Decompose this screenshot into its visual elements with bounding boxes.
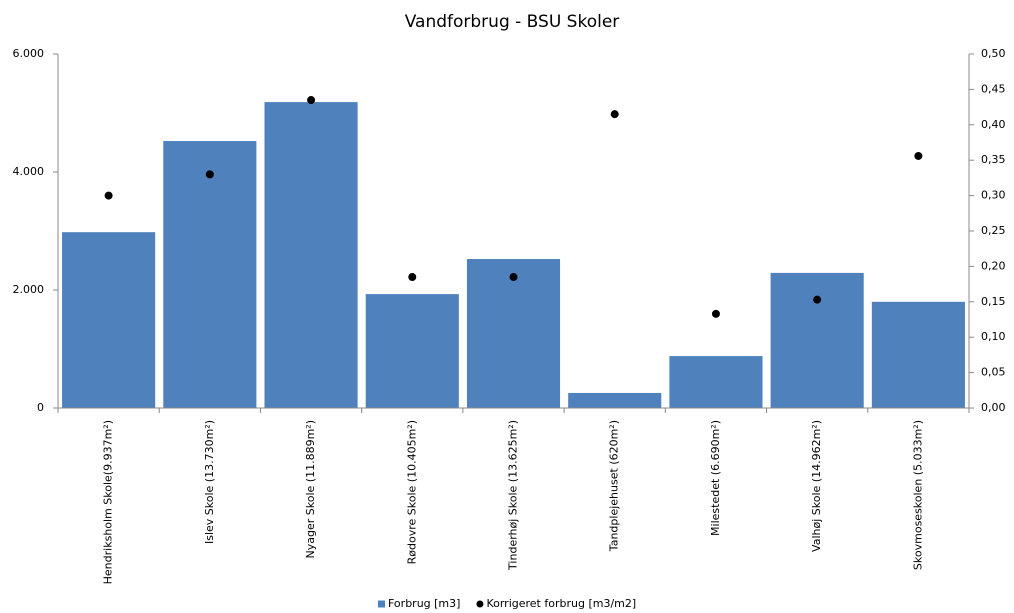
dot xyxy=(408,273,417,282)
y-tick-label: 4.000 xyxy=(13,165,45,178)
x-tick-label: Rødovre Skole (10.405m²) xyxy=(405,420,418,564)
bar xyxy=(365,294,459,408)
y2-tick-label: 0,30 xyxy=(981,189,1006,202)
x-tick-label: Valhøj Skole (14.962m²) xyxy=(810,420,823,552)
chart-title: Vandforbrug - BSU Skoler xyxy=(405,12,620,32)
x-tick-label: Tinderhøj Skole (13.625m²) xyxy=(507,420,520,571)
y2-tick-label: 0,10 xyxy=(981,330,1006,343)
dot xyxy=(711,309,720,318)
y2-tick-label: 0,50 xyxy=(981,47,1006,60)
x-tick-label: Milestedet (6.690m²) xyxy=(709,420,722,536)
dot xyxy=(509,273,518,282)
bar xyxy=(62,232,156,408)
y2-tick-label: 0,25 xyxy=(981,224,1006,237)
x-tick-label: Skovmoseskolen (5.033m²) xyxy=(911,420,924,570)
x-tick-label: Hendriksholm Skole(9.937m²) xyxy=(102,420,115,584)
y2-tick-label: 0,05 xyxy=(981,366,1006,379)
y2-tick-label: 0,40 xyxy=(981,118,1006,131)
y2-tick-label: 0,20 xyxy=(981,259,1006,272)
bar xyxy=(163,141,257,408)
dot xyxy=(307,96,316,105)
legend-label: Forbrug [m3] xyxy=(388,597,460,610)
x-tick-label: Islev Skole (13.730m²) xyxy=(203,420,216,544)
y2-tick-label: 0,00 xyxy=(981,401,1006,414)
dot xyxy=(813,295,822,304)
legend-swatch xyxy=(476,600,484,608)
bar xyxy=(466,259,561,408)
y2-tick-label: 0,15 xyxy=(981,295,1006,308)
bar xyxy=(264,102,358,409)
legend-label: Korrigeret forbrug [m3/m2] xyxy=(486,597,636,610)
y2-tick-label: 0,35 xyxy=(981,153,1006,166)
dot xyxy=(104,191,113,200)
dot xyxy=(610,110,619,119)
x-tick-label: Nyager Skole (11.889m²) xyxy=(304,420,317,558)
x-tick-label: Tandplejehuset (620m²) xyxy=(608,420,621,552)
y-tick-label: 0 xyxy=(37,401,44,414)
y-tick-label: 2.000 xyxy=(13,283,45,296)
legend-swatch xyxy=(378,600,385,608)
bar xyxy=(871,301,965,408)
y-tick-label: 6.000 xyxy=(13,47,45,60)
y2-tick-label: 0,45 xyxy=(981,82,1006,95)
bar xyxy=(669,356,763,408)
dot xyxy=(914,151,923,160)
bar xyxy=(568,392,662,408)
dot xyxy=(205,170,214,179)
bar xyxy=(770,272,864,408)
